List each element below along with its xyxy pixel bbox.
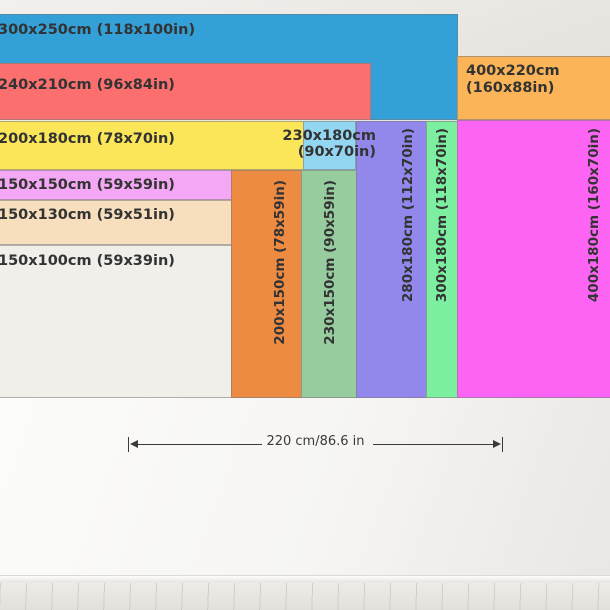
swatch-label-400x220-l2: (160x88in) xyxy=(466,79,555,96)
measure-cap-right xyxy=(502,437,503,452)
photo-baseboard xyxy=(0,575,610,584)
width-measurement: 220 cm/86.6 in xyxy=(128,434,503,452)
measure-line-right xyxy=(373,444,494,445)
swatch-200x180[interactable] xyxy=(0,121,305,170)
swatch-240x210[interactable] xyxy=(0,63,371,120)
swatch-label-200x180: 200x180cm (78x70in) xyxy=(0,131,175,147)
swatch-280x180[interactable] xyxy=(356,121,427,398)
swatch-200x150[interactable] xyxy=(231,170,302,398)
swatch-label-400x180: 400x180cm (160x70in) xyxy=(586,128,602,303)
measure-arrow-right xyxy=(493,440,501,448)
swatch-label-300x250: 300x250cm (118x100in) xyxy=(0,22,196,38)
measure-arrow-left xyxy=(130,440,138,448)
swatch-label-230x180-l1: 230x180cm xyxy=(282,128,376,144)
swatch-150x150[interactable] xyxy=(0,170,232,200)
swatch-label-230x150: 230x150cm (90x59in) xyxy=(322,180,338,345)
swatch-label-280x180: 280x180cm (112x70in) xyxy=(400,128,416,303)
swatch-400x220-fix[interactable] xyxy=(457,56,610,120)
swatch-label-300x180: 300x180cm (118x70in) xyxy=(434,128,450,303)
swatch-label-150x130: 150x130cm (59x51in) xyxy=(0,207,175,223)
photo-wall xyxy=(0,398,610,583)
swatch-label-150x100: 150x100cm (59x39in) xyxy=(0,253,175,269)
swatch-230x180[interactable] xyxy=(303,121,356,170)
photo-floor xyxy=(0,583,610,610)
measure-line-left xyxy=(137,444,262,445)
room-photo: 220 cm/86.6 in xyxy=(0,398,610,610)
swatch-label-400x220: 400x220cm (160x88in) xyxy=(466,63,560,96)
swatch-label-240x210: 240x210cm (96x84in) xyxy=(0,77,175,93)
swatch-150x100[interactable] xyxy=(0,245,232,398)
swatch-overlay-area: 300x250cm (118x100in) 240x210cm (96x84in… xyxy=(0,0,610,400)
swatch-230x150[interactable] xyxy=(301,170,357,398)
measure-cap-left xyxy=(128,437,129,452)
swatch-label-200x150: 200x150cm (78x59in) xyxy=(272,180,288,345)
swatch-label-400x220-l1: 400x220cm xyxy=(466,63,560,79)
swatch-400x180[interactable] xyxy=(457,120,610,398)
swatch-label-230x180-l2: (90x70in) xyxy=(297,144,376,161)
swatch-label-230x180: 230x180cm (90x70in) xyxy=(214,128,376,160)
swatch-label-150x150: 150x150cm (59x59in) xyxy=(0,177,175,193)
measurement-label: 220 cm/86.6 in xyxy=(266,434,365,449)
